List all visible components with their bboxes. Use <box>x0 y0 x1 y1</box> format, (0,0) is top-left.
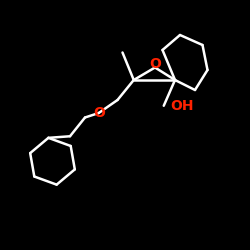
Text: OH: OH <box>170 99 194 113</box>
Text: O: O <box>93 106 105 120</box>
Text: O: O <box>149 57 161 71</box>
